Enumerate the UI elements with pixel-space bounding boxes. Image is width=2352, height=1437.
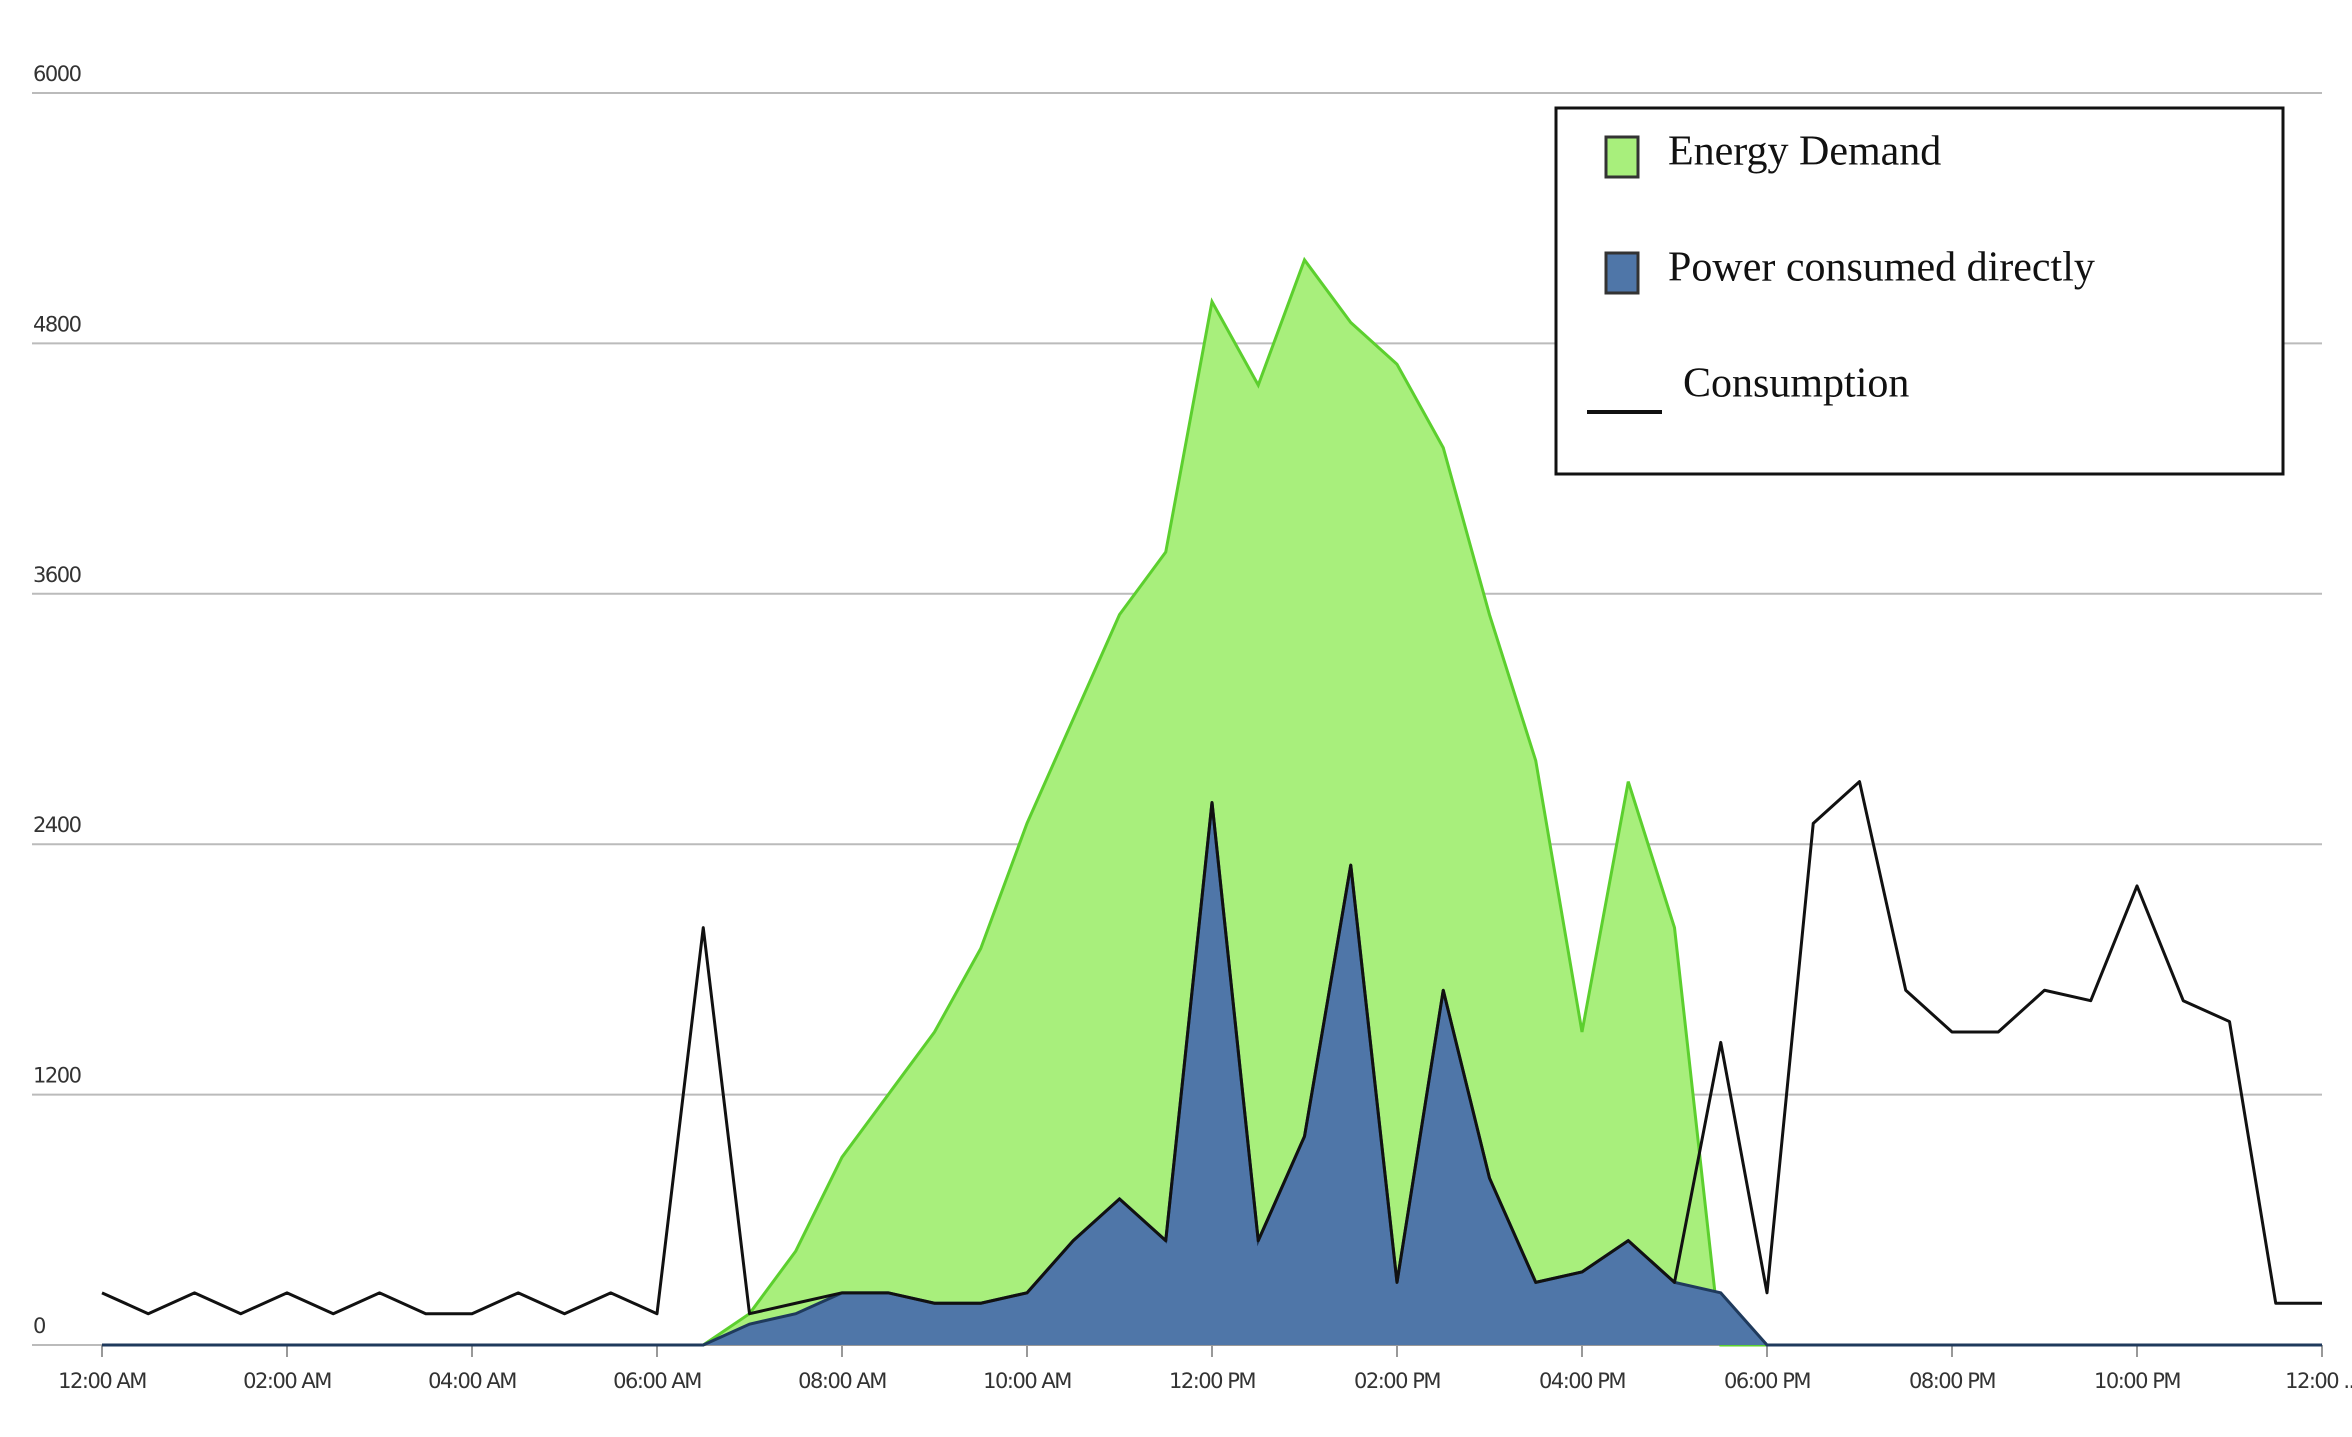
y-tick-label: 6000	[33, 62, 81, 86]
legend-swatch	[1604, 251, 1640, 295]
legend-label: Power consumed directly	[1668, 245, 2095, 291]
x-tick-label: 08:00 AM	[798, 1369, 886, 1393]
line	[101, 780, 2322, 1316]
area	[102, 802, 2322, 1345]
y-tick-label: 4800	[33, 312, 81, 336]
x-tick-label: 06:00 PM	[1724, 1369, 1810, 1393]
legend: Energy Demand Power consumed directly Cons…	[1554, 106, 2285, 476]
x-tick-label: 12:00 ...	[2285, 1369, 2352, 1393]
x-tick-label: 10:00 AM	[983, 1369, 1071, 1393]
x-tick-label: 10:00 PM	[2094, 1369, 2180, 1393]
x-tick-label: 04:00 AM	[428, 1369, 516, 1393]
x-tick-label: 02:00 AM	[243, 1369, 331, 1393]
y-tick-label: 1200	[33, 1064, 81, 1088]
legend-label: Energy Demand	[1668, 129, 1941, 175]
x-tick-label: 04:00 PM	[1539, 1369, 1625, 1393]
y-tick-label: 2400	[33, 813, 81, 837]
x-tick-label: 02:00 PM	[1354, 1369, 1440, 1393]
x-tick-label: 12:00 PM	[1169, 1369, 1255, 1393]
x-tick-label: 06:00 AM	[613, 1369, 701, 1393]
legend-label: Consumption	[1683, 361, 1909, 407]
y-tick-label: 3600	[33, 563, 81, 587]
x-tick-label: 12:00 AM	[58, 1369, 146, 1393]
x-tick-label: 08:00 PM	[1909, 1369, 1995, 1393]
y-tick-label: 0	[33, 1314, 45, 1338]
legend-swatch	[1604, 135, 1640, 179]
legend-box	[1554, 106, 2285, 476]
